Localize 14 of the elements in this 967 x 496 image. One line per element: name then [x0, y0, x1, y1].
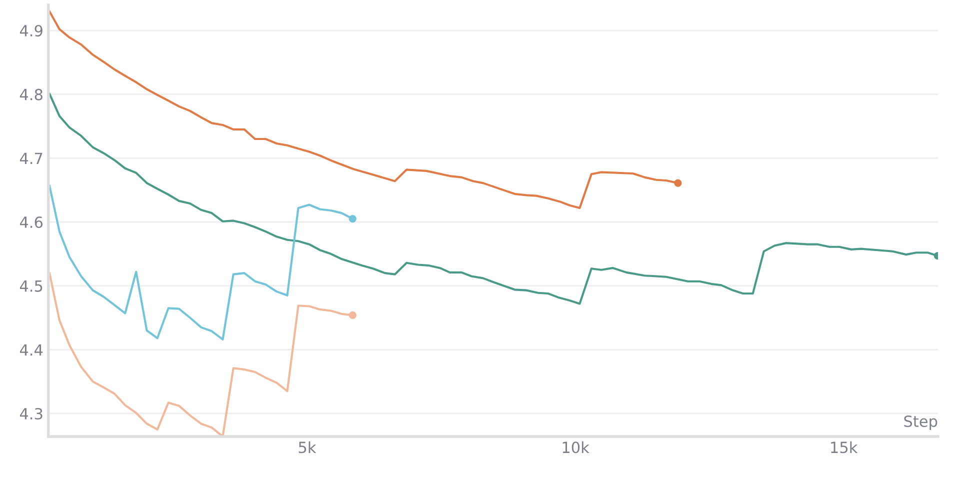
point	[348, 214, 356, 223]
y-tick-label: 4.6	[20, 216, 43, 228]
y-tick-label: 4.5	[20, 280, 42, 292]
point	[348, 311, 356, 320]
point	[674, 179, 682, 187]
x-tick-label: 15k	[831, 441, 858, 454]
x-tick-label: 5k	[298, 441, 316, 454]
x-axis-title: Step	[904, 415, 938, 430]
y-tick-label: 4.7	[20, 152, 42, 164]
y-tick-label: 4.9	[20, 24, 42, 37]
y-tick-label: 4.4	[20, 344, 43, 356]
y-tick-label: 4.3	[20, 408, 42, 420]
x-tick-label: 10k	[562, 441, 590, 454]
y-tick-label: 4.8	[20, 88, 42, 100]
